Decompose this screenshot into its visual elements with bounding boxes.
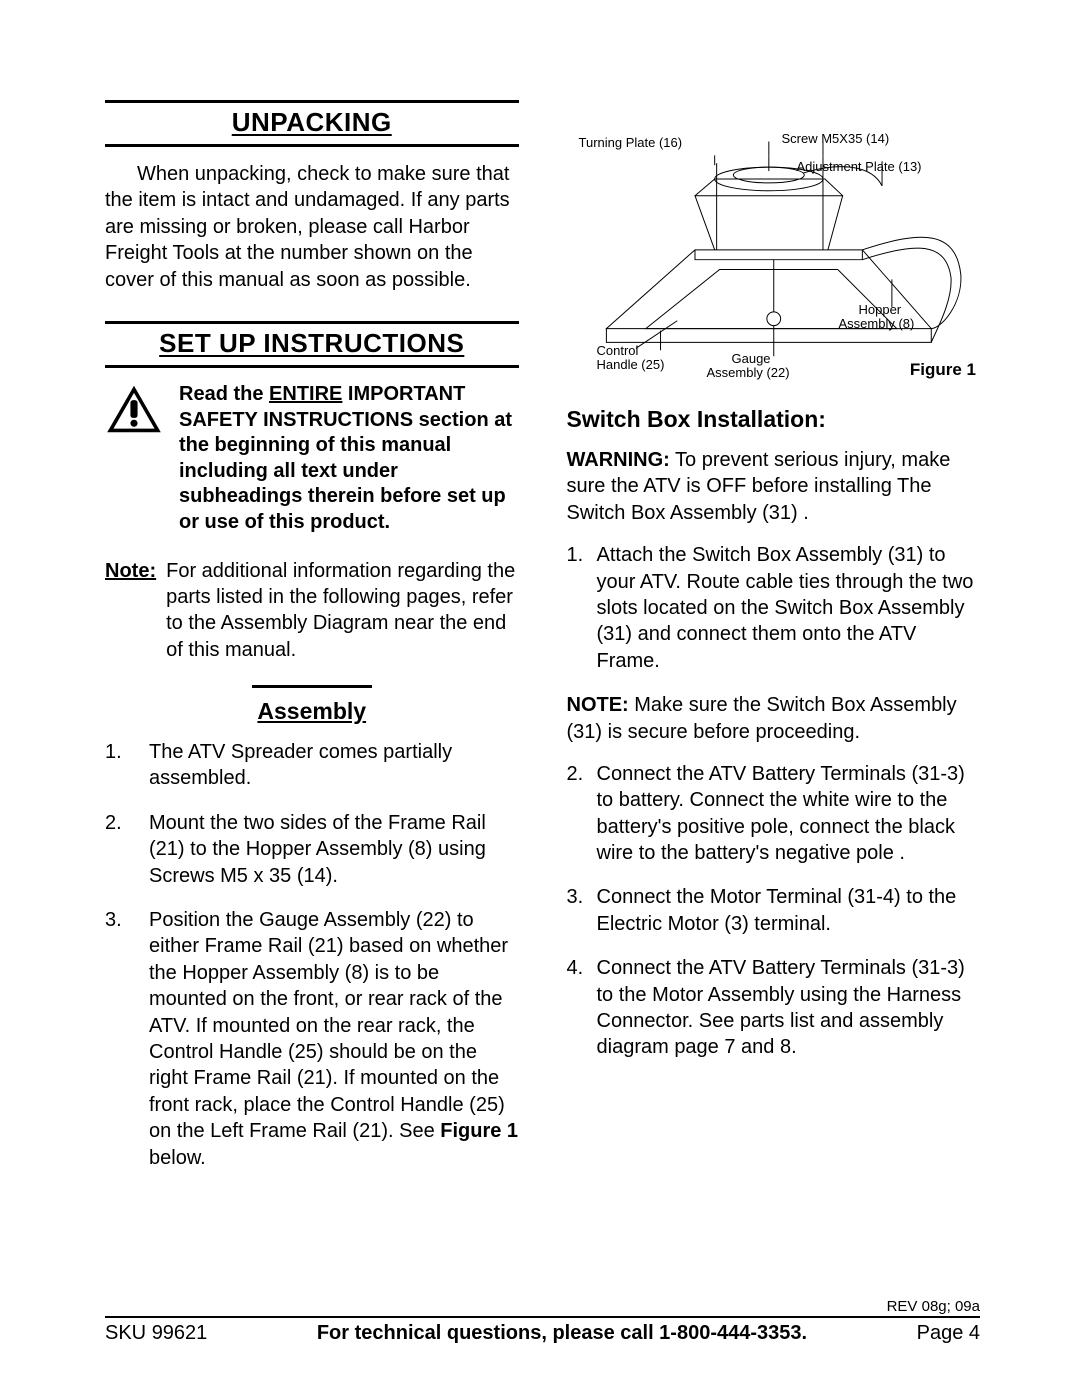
- footer-sku: SKU 99621: [105, 1322, 207, 1345]
- callout-gauge-2: Assembly (22): [707, 366, 790, 380]
- list-item: Attach the Switch Box Assembly (31) to y…: [567, 542, 981, 674]
- callout-hopper-2: Assembly (8): [839, 317, 915, 331]
- warning-post: IMPORTANT SAFETY INSTRUCTIONS section at…: [179, 383, 512, 533]
- warning-pre: Read the: [179, 383, 269, 405]
- assembly-list: The ATV Spreader comes partially assembl…: [105, 739, 519, 1171]
- setup-heading: SET UP INSTRUCTIONS: [105, 321, 519, 368]
- callout-control-2: Handle (25): [597, 358, 665, 372]
- footer-rev: REV 08g; 09a: [887, 1298, 980, 1315]
- switchbox-item-4: Connect the ATV Battery Terminals (31-3)…: [597, 957, 965, 1058]
- figure-1: Turning Plate (16) Screw M5X35 (14) Adju…: [567, 100, 981, 380]
- assembly-item-1: The ATV Spreader comes partially assembl…: [149, 741, 452, 789]
- list-item: Connect the Motor Terminal (31-4) to the…: [567, 884, 981, 937]
- list-item: Connect the ATV Battery Terminals (31-3)…: [567, 955, 981, 1061]
- switchbox-heading: Switch Box Installation:: [567, 406, 981, 433]
- switchbox-note: NOTE: Make sure the Switch Box Assembly …: [567, 692, 981, 745]
- callout-screw: Screw M5X35 (14): [782, 132, 890, 146]
- sku-number: 99621: [152, 1322, 208, 1344]
- two-column-layout: UNPACKING When unpacking, check to make …: [105, 100, 980, 1189]
- assembly-item-2: Mount the two sides of the Frame Rail (2…: [149, 812, 486, 887]
- right-column: Turning Plate (16) Screw M5X35 (14) Adju…: [567, 100, 981, 1189]
- switchbox-list-b: Connect the ATV Battery Terminals (31-3)…: [567, 761, 981, 1061]
- footer-center: For technical questions, please call 1-8…: [317, 1322, 807, 1345]
- assembly-subheading: Assembly: [252, 685, 372, 725]
- sku-label: SKU: [105, 1322, 152, 1344]
- list-item: The ATV Spreader comes partially assembl…: [105, 739, 519, 792]
- callout-adjustment-plate: Adjustment Plate (13): [797, 160, 922, 174]
- warning-entire: ENTIRE: [269, 383, 342, 405]
- switchbox-item-3: Connect the Motor Terminal (31-4) to the…: [597, 886, 957, 934]
- list-item: Position the Gauge Assembly (22) to eith…: [105, 907, 519, 1171]
- assembly-item-3-pre: Position the Gauge Assembly (22) to eith…: [149, 909, 508, 1142]
- note-label: Note:: [105, 558, 156, 584]
- warning-label: WARNING:: [567, 449, 670, 471]
- assembly-item-3-bold: Figure 1: [440, 1120, 518, 1142]
- warning-triangle-icon: [105, 384, 163, 439]
- figure-caption: Figure 1: [910, 360, 976, 380]
- assembly-item-3-post: below.: [149, 1147, 206, 1169]
- unpacking-body: When unpacking, check to make sure that …: [105, 161, 519, 293]
- page-footer: REV 08g; 09a SKU 99621 For technical que…: [105, 1316, 980, 1345]
- note-block: Note: For additional information regardi…: [105, 558, 519, 664]
- switchbox-item-1: Attach the Switch Box Assembly (31) to y…: [597, 544, 974, 672]
- left-column: UNPACKING When unpacking, check to make …: [105, 100, 519, 1189]
- safety-warning-block: Read the ENTIRE IMPORTANT SAFETY INSTRUC…: [105, 382, 519, 536]
- callout-turning-plate: Turning Plate (16): [579, 136, 683, 150]
- switchbox-warning: WARNING: To prevent serious injury, make…: [567, 447, 981, 526]
- safety-warning-text: Read the ENTIRE IMPORTANT SAFETY INSTRUC…: [179, 382, 519, 536]
- note2-label: NOTE:: [567, 694, 629, 716]
- footer-page: Page 4: [917, 1322, 980, 1345]
- unpacking-heading: UNPACKING: [105, 100, 519, 147]
- note-body: For additional information regarding the…: [166, 558, 518, 664]
- list-item: Mount the two sides of the Frame Rail (2…: [105, 810, 519, 889]
- switchbox-list-a: Attach the Switch Box Assembly (31) to y…: [567, 542, 981, 674]
- list-item: Connect the ATV Battery Terminals (31-3)…: [567, 761, 981, 867]
- switchbox-item-2: Connect the ATV Battery Terminals (31-3)…: [597, 763, 965, 864]
